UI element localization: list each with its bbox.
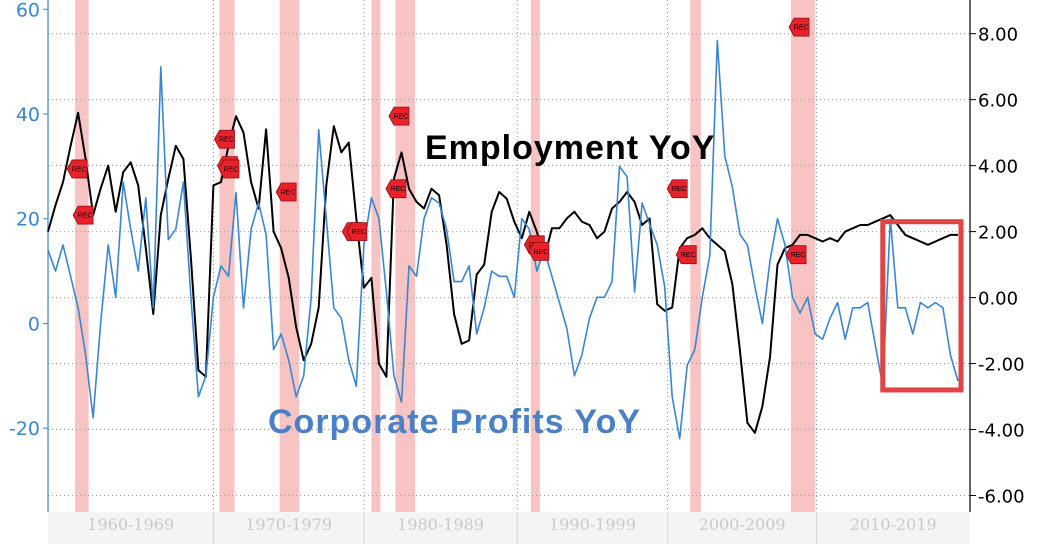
employment-annotation: Employment YoY — [425, 129, 715, 167]
x-category-label: 1960-1969 — [87, 515, 174, 534]
axes: 60 40 20 0 -20 8.00 6.00 4.00 2.00 0.00 -2.00 -4.00… — [9, 0, 1025, 544]
rec-marker: REC — [528, 242, 550, 261]
right-tick-label: 0.00 — [978, 289, 1018, 310]
recession-band — [395, 0, 415, 512]
right-tick-label: 8.00 — [978, 25, 1018, 46]
right-tick-label: -4.00 — [978, 421, 1025, 442]
rec-marker-label: REC — [72, 166, 87, 173]
right-tick-label: 4.00 — [978, 157, 1018, 178]
rec-marker-shape — [388, 106, 410, 126]
rec-marker-shape — [346, 222, 368, 242]
right-tick-label: -2.00 — [978, 355, 1025, 376]
rec-marker-shape — [66, 159, 88, 179]
left-tick-label: 40 — [16, 104, 40, 126]
rec-marker: REC — [72, 205, 94, 225]
rec-markers: RECRECRECRECRECRECRECRECRECRECRECRECRECR… — [66, 17, 810, 265]
rec-marker-shape — [675, 245, 697, 265]
rec-marker-label: REC — [681, 252, 696, 259]
recession-band — [75, 0, 89, 512]
rec-marker-label: REC — [794, 25, 809, 32]
rec-marker: REC — [675, 245, 697, 265]
rec-marker-shape — [385, 179, 407, 199]
rec-marker: REC — [385, 179, 407, 199]
employment-line — [47, 111, 958, 434]
recession-band — [219, 0, 235, 512]
rec-marker: REC — [666, 179, 688, 199]
right-tick-label: 2.00 — [978, 223, 1018, 244]
x-category-label: 1990-1999 — [549, 515, 636, 534]
rec-marker-label: REC — [224, 166, 239, 173]
highlight-box — [880, 219, 964, 393]
rec-marker-label: REC — [78, 213, 93, 220]
rec-marker-shape — [788, 17, 810, 37]
left-tick-label: -20 — [9, 418, 40, 440]
rec-marker-label: REC — [791, 252, 806, 259]
rec-marker-label: REC — [391, 186, 406, 193]
rec-marker-shape — [785, 245, 807, 265]
x-category-label: 1980-1989 — [397, 515, 484, 534]
x-category-label: 2000-2009 — [699, 515, 786, 534]
left-tick-label: 0 — [28, 313, 40, 335]
recession-bands — [75, 0, 816, 512]
left-tick-label: 60 — [16, 0, 40, 21]
rec-marker: REC — [214, 129, 235, 149]
rec-marker: REC — [275, 182, 297, 202]
highlight-box-rect — [880, 219, 964, 393]
rec-marker-label: REC — [533, 249, 548, 256]
right-tick-label: -6.00 — [978, 487, 1025, 508]
rec-marker-shape — [666, 179, 688, 199]
left-tick-label: 20 — [16, 209, 40, 231]
annotations: Employment YoY Corporate Profits YoY — [268, 129, 715, 441]
rec-marker-shape — [275, 182, 297, 202]
rec-marker: REC — [218, 159, 240, 179]
x-category-label: 1970-1979 — [245, 515, 332, 534]
rec-marker-label: REC — [351, 229, 366, 236]
rec-marker-label: REC — [672, 186, 687, 193]
x-axis-band — [48, 512, 970, 544]
profits-line — [47, 39, 959, 440]
rec-marker-label: REC — [281, 190, 296, 197]
recession-band — [371, 0, 381, 512]
rec-marker-shape — [72, 205, 94, 225]
rec-marker-label: REC — [394, 114, 409, 121]
rec-marker: REC — [388, 106, 410, 126]
rec-marker: REC — [788, 17, 810, 37]
rec-marker-shape — [218, 159, 240, 179]
right-tick-label: 6.00 — [978, 91, 1018, 112]
rec-marker-shape — [214, 129, 235, 149]
rec-marker-shape — [528, 242, 550, 261]
series-lines — [47, 39, 959, 440]
rec-marker-label: REC — [219, 137, 234, 144]
x-category-label: 2010-2019 — [850, 515, 937, 534]
rec-marker: REC — [66, 159, 88, 179]
profits-annotation: Corporate Profits YoY — [268, 403, 641, 441]
rec-marker: REC — [785, 245, 807, 265]
rec-marker: REC — [346, 222, 368, 242]
